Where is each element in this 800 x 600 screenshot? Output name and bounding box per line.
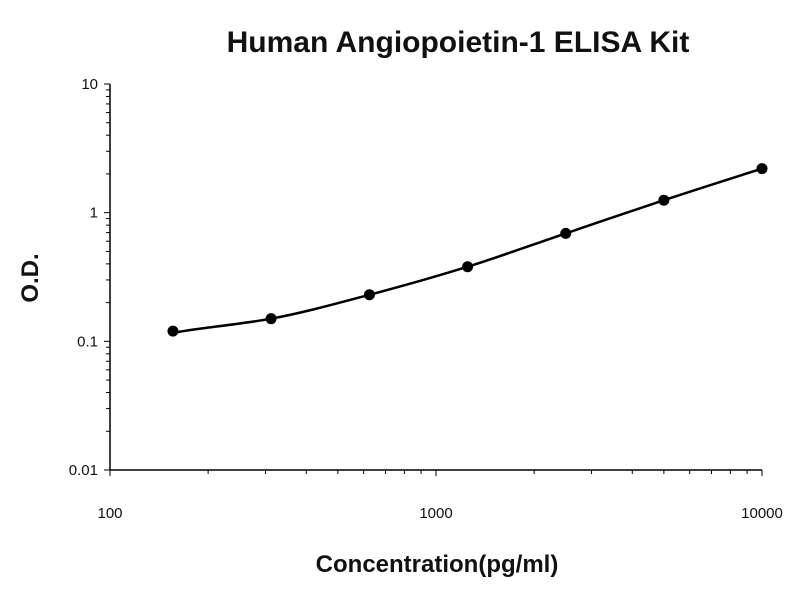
y-tick-label: 1 — [90, 205, 98, 222]
data-point — [560, 227, 572, 239]
data-point — [265, 313, 277, 325]
data-point — [167, 325, 179, 337]
y-tick-label: 0.1 — [77, 333, 98, 350]
data-point — [658, 194, 670, 206]
data-point — [756, 163, 768, 175]
x-tick-label: 1000 — [419, 505, 452, 522]
x-tick-label: 100 — [97, 505, 122, 522]
x-tick-label: 10000 — [741, 505, 783, 522]
chart-title: Human Angiopoietin-1 ELISA Kit — [227, 26, 690, 59]
y-tick-label: 0.01 — [69, 462, 98, 479]
x-axis-label: Concentration(pg/ml) — [316, 551, 559, 578]
ticks — [104, 83, 763, 476]
y-tick-label: 10 — [81, 76, 98, 93]
data-point — [363, 289, 375, 301]
y-axis-label: O.D. — [17, 253, 44, 302]
tick-labels: 10 1 0.1 0.01 100 1000 10000 — [69, 76, 783, 522]
data-points — [167, 163, 768, 337]
data-point — [462, 261, 474, 273]
fit-curve — [172, 167, 763, 335]
